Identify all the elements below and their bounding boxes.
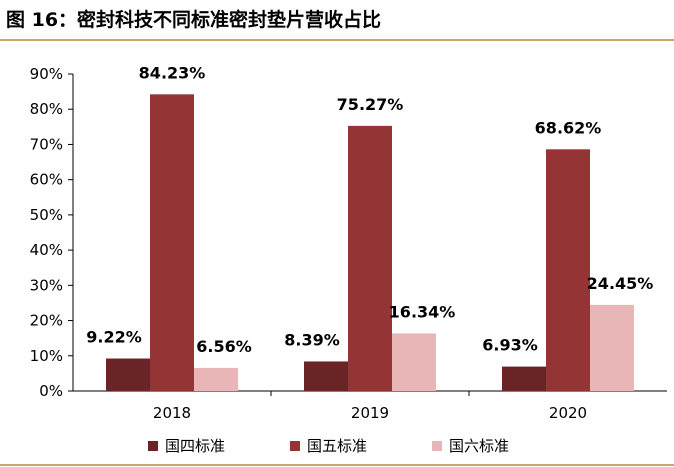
legend-swatch [148,441,158,451]
bar [106,358,150,391]
y-tick-label: 20% [30,312,63,330]
x-tick-label: 2020 [549,404,587,422]
data-label: 9.22% [86,328,142,347]
x-tick-label: 2019 [351,404,389,422]
legend-entry: 国六标准 [449,437,509,455]
bar [150,94,194,392]
chart-data-labels: 9.22% 84.23% 6.56% 8.39% 75.27% 16.34% 6.93% 68… [86,63,653,356]
bar [194,367,238,391]
bar [546,149,590,391]
bar [502,366,546,391]
bar [348,125,392,392]
y-tick-label: 30% [30,276,63,294]
data-label: 6.93% [482,336,538,355]
data-label: 84.23% [139,63,206,82]
legend-swatch [432,441,442,451]
legend-entry: 国四标准 [165,437,225,455]
chart-bars [106,94,634,392]
data-label: 68.62% [535,118,602,137]
data-label: 24.45% [587,274,654,293]
title-divider [0,39,674,41]
y-tick-label: 0% [39,382,63,400]
y-tick-label: 70% [30,135,63,153]
y-tick-label: 80% [30,100,63,118]
chart-legend: 国四标准 国五标准 国六标准 [148,437,509,455]
bar [304,361,348,391]
data-label: 8.39% [284,330,340,349]
y-tick-label: 10% [30,347,63,365]
legend-entry: 国五标准 [307,437,367,455]
y-tick-label: 40% [30,241,63,259]
x-tick-label: 2018 [153,404,191,422]
data-label: 16.34% [389,302,456,321]
data-label: 75.27% [337,95,404,114]
bottom-divider [0,464,674,466]
legend-swatch [290,441,300,451]
bar [392,333,436,391]
bar [590,304,634,391]
data-label: 6.56% [196,337,252,356]
y-tick-label: 90% [30,65,63,83]
chart-axes: 0% 10% 20% 30% 40% 50% 60% 70% 80% 90% 2018 2019 202… [30,65,667,422]
y-tick-label: 50% [30,206,63,224]
chart-title: 图 16：密封科技不同标准密封垫片营收占比 [6,9,382,31]
y-tick-label: 60% [30,171,63,189]
